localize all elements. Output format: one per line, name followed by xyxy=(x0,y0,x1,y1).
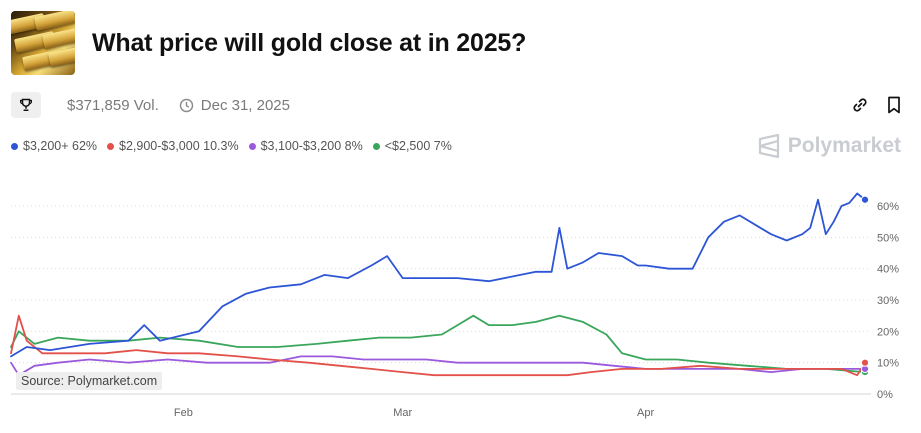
y-tick-label: 30% xyxy=(877,295,899,307)
legend-label: <$2,500 7% xyxy=(384,139,452,153)
series-line xyxy=(10,314,866,377)
legend-item: $3,200+ 62% xyxy=(11,139,97,153)
x-tick-label: Feb xyxy=(174,407,193,419)
legend-color-dot xyxy=(11,142,18,150)
legend-label: $2,900-$3,000 10.3% xyxy=(119,139,239,153)
y-tick-label: 40% xyxy=(877,264,899,276)
x-tick-label: Mar xyxy=(393,407,412,419)
source-label: Source: Polymarket.com xyxy=(16,372,163,390)
legend-item: $3,100-$3,200 8% xyxy=(248,139,363,153)
gold-bars-thumbnail xyxy=(11,11,75,75)
trophy-icon[interactable] xyxy=(11,92,41,118)
legend-label: $3,100-$3,200 8% xyxy=(260,139,363,153)
market-title: What price will gold close at in 2025? xyxy=(92,28,527,57)
legend-color-dot xyxy=(248,142,256,150)
y-tick-label: 10% xyxy=(877,358,899,370)
series-line xyxy=(10,192,866,358)
legend-color-dot xyxy=(107,142,115,150)
series-line xyxy=(10,355,866,377)
y-tick-label: 60% xyxy=(877,201,899,213)
legend-item: <$2,500 7% xyxy=(372,139,452,153)
series-end-point xyxy=(860,195,870,204)
watermark-text: Polymarket xyxy=(787,134,901,157)
series-line xyxy=(10,314,866,374)
polymarket-watermark: Polymarket xyxy=(758,134,901,158)
y-tick-label: 50% xyxy=(877,232,899,244)
bookmark-icon[interactable] xyxy=(887,96,901,114)
polymarket-logo-icon xyxy=(758,134,779,158)
market-meta: $371,859 Vol. Dec 31, 2025 xyxy=(11,92,290,118)
y-tick-label: 20% xyxy=(877,326,899,338)
y-tick-label: 0% xyxy=(877,389,893,401)
volume-text: $371,859 Vol. xyxy=(67,96,159,114)
market-header: What price will gold close at in 2025? xyxy=(11,11,526,75)
market-actions xyxy=(851,96,901,114)
link-icon[interactable] xyxy=(851,96,869,114)
clock-icon xyxy=(179,98,194,113)
x-tick-label: Apr xyxy=(637,407,654,419)
legend-label: $3,200+ 62% xyxy=(23,139,98,153)
legend-color-dot xyxy=(372,142,380,150)
legend-item: $2,900-$3,000 10.3% xyxy=(107,139,239,153)
series-end-point xyxy=(860,358,870,367)
end-date-text: Dec 31, 2025 xyxy=(200,96,290,114)
chart-legend: $3,200+ 62% $2,900-$3,000 10.3% $3,100-$… xyxy=(11,139,452,153)
